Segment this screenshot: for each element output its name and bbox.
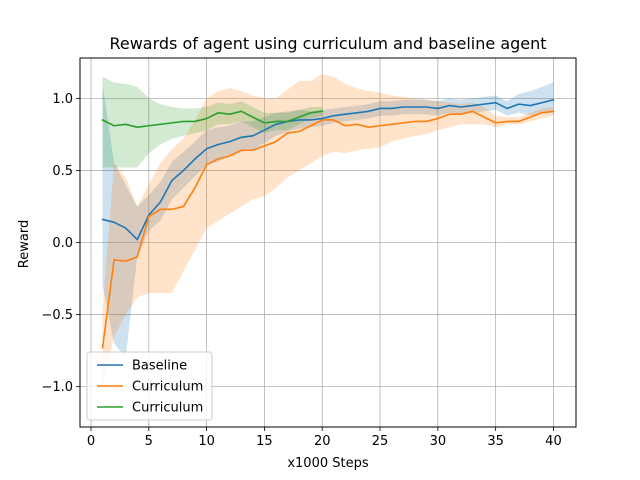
y-tick-label-3: 0.5 bbox=[52, 164, 73, 179]
x-tick-label-2: 10 bbox=[198, 434, 215, 449]
series-line-0 bbox=[101, 98, 555, 241]
x-axis-label: x1000 Steps bbox=[287, 456, 369, 471]
x-tick-label-7: 35 bbox=[487, 434, 504, 449]
legend-label-0: Baseline bbox=[132, 359, 187, 374]
confidence-bands bbox=[102, 73, 554, 387]
series-band-2 bbox=[102, 76, 323, 168]
y-tick-label-2: 0.0 bbox=[52, 236, 73, 251]
series-line-1 bbox=[101, 110, 555, 349]
x-tick-label-4: 20 bbox=[314, 434, 331, 449]
x-tick-label-0: 0 bbox=[87, 434, 95, 449]
x-tick-label-5: 25 bbox=[372, 434, 389, 449]
y-tick-label-4: 1.0 bbox=[52, 92, 73, 107]
y-tick-label-1: −0.5 bbox=[41, 308, 73, 323]
legend-label-1: Curriculum bbox=[132, 380, 203, 395]
series-line-2 bbox=[101, 110, 324, 128]
chart-title: Rewards of agent using curriculum and ba… bbox=[109, 34, 546, 53]
series-band-1 bbox=[102, 73, 554, 387]
x-tick-label-8: 40 bbox=[545, 434, 562, 449]
x-tick-label-1: 5 bbox=[145, 434, 153, 449]
x-tick-label-6: 30 bbox=[430, 434, 447, 449]
grid bbox=[80, 58, 576, 427]
legend-label-2: Curriculum bbox=[132, 401, 203, 416]
legend-box bbox=[86, 351, 213, 421]
y-tick-label-0: −1.0 bbox=[41, 380, 73, 395]
y-axis-label: Reward bbox=[17, 220, 32, 268]
x-tick-label-3: 15 bbox=[256, 434, 273, 449]
ticks: 0 5 10 15 20 25 30 35 40 −1.0 −0.5 0.0 0.5 1.0 bbox=[41, 92, 561, 449]
series-lines bbox=[101, 98, 555, 349]
legend: Baseline Curriculum Curriculum bbox=[86, 351, 213, 421]
series-band-0 bbox=[102, 82, 554, 358]
